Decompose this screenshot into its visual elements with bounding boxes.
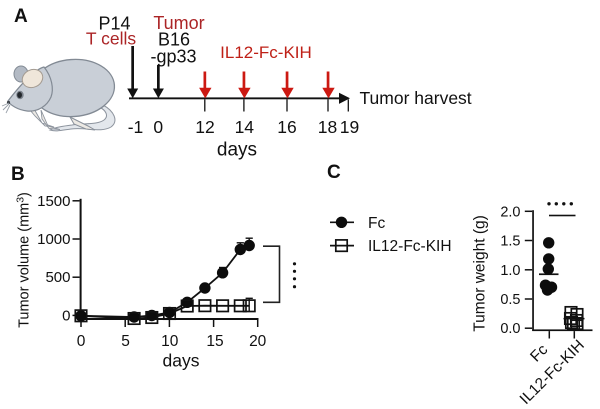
svg-text:Tumor weight (g): Tumor weight (g) [472,215,489,332]
svg-text:0: 0 [62,307,70,324]
svg-text:Tumor: Tumor [153,13,204,33]
svg-text:0: 0 [77,333,86,350]
svg-text:18: 18 [318,117,337,137]
svg-text:10: 10 [161,333,179,350]
svg-text:12: 12 [195,117,214,137]
svg-text:15: 15 [206,333,223,350]
svg-text:19: 19 [340,117,359,137]
svg-text:A: A [14,6,28,27]
svg-text:1500: 1500 [37,193,70,210]
svg-text:1.0: 1.0 [500,263,520,279]
svg-text:IL12-Fc-KIH: IL12-Fc-KIH [220,43,312,62]
svg-text:B16: B16 [158,30,190,50]
svg-text:days: days [163,351,200,371]
svg-text:14: 14 [235,117,255,137]
svg-text:-1: -1 [128,117,144,137]
svg-text:P14: P14 [98,14,130,34]
svg-text:2.0: 2.0 [500,204,520,220]
svg-text:0: 0 [153,117,163,137]
svg-text:C: C [327,162,341,183]
svg-text:1000: 1000 [37,231,70,248]
svg-text:T cells: T cells [86,29,136,49]
svg-text:500: 500 [45,269,70,286]
svg-text:16: 16 [277,117,296,137]
svg-text:20: 20 [249,333,267,350]
svg-text:0.5: 0.5 [500,292,520,308]
svg-text:-gp33: -gp33 [150,47,196,67]
svg-text:Tumor volume (mm3): Tumor volume (mm3) [15,192,33,328]
svg-text:IL12-Fc-KIH: IL12-Fc-KIH [368,238,452,255]
svg-text:Tumor harvest: Tumor harvest [360,88,472,108]
svg-text:Fc: Fc [368,215,385,232]
svg-text:1.5: 1.5 [500,234,520,250]
svg-text:5: 5 [121,333,130,350]
svg-text:0.0: 0.0 [500,321,520,337]
svg-text:B: B [11,164,25,185]
svg-text:days: days [217,140,257,161]
